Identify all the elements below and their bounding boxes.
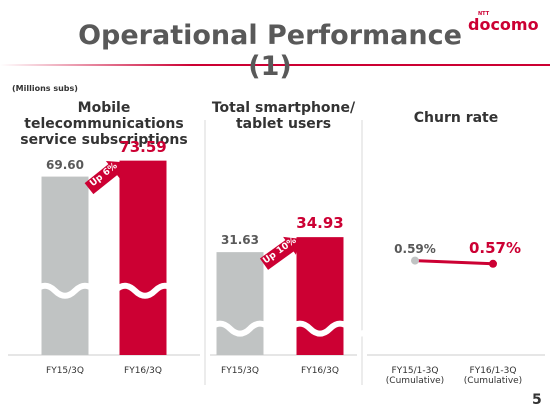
chart-title: Mobile telecommunications service subscr…	[20, 100, 188, 149]
value-label: 69.60	[46, 157, 84, 172]
x-tick-label: FY15/3Q	[46, 366, 84, 376]
axis-break	[32, 282, 198, 299]
x-tick-label: FY15/3Q	[221, 366, 259, 376]
title-rule	[0, 64, 550, 66]
x-tick-label: FY16/1-3Q (Cumulative)	[463, 366, 523, 387]
line	[414, 259, 494, 266]
bar	[216, 252, 264, 355]
units: (Millions subs)	[12, 84, 78, 93]
x-tick-label: FY16/3Q	[301, 366, 339, 376]
bar	[296, 237, 344, 355]
x-tick-label: FY15/1-3Q (Cumulative)	[385, 366, 445, 387]
value-label: 0.57%	[468, 238, 522, 257]
point	[489, 259, 497, 268]
value-label: 34.93	[296, 214, 344, 233]
chart-title: Total smartphone/ tablet users	[211, 100, 356, 133]
growth-arrow	[84, 161, 123, 195]
bar	[119, 160, 167, 355]
value-label: 0.59%	[394, 241, 436, 256]
value-label: 31.63	[221, 233, 259, 248]
logo-prefix: NTT	[478, 11, 490, 17]
growth-arrow	[259, 236, 300, 270]
bar	[41, 176, 89, 355]
chart-title: Churn rate	[413, 110, 499, 126]
x-tick-label: FY16/3Q	[124, 366, 162, 376]
axis-break	[207, 320, 373, 337]
logo: docomo	[468, 15, 539, 34]
page-number: 5	[532, 392, 542, 408]
point	[411, 256, 419, 265]
value-label: 73.59	[119, 137, 167, 156]
slide-title: Operational Performance (1)	[78, 20, 462, 83]
